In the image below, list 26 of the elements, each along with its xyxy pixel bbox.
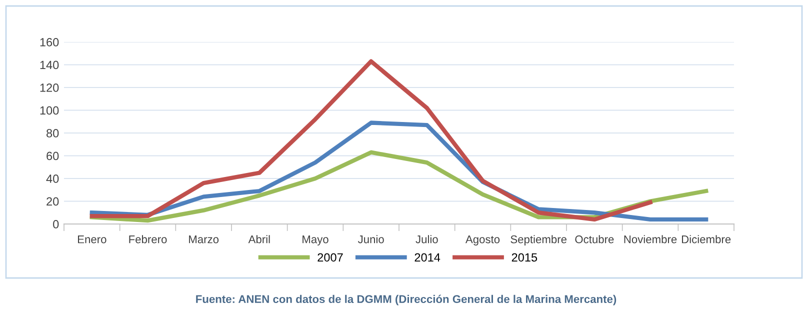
y-tick-label: 0 [53, 220, 59, 228]
y-tick-label: 40 [46, 174, 59, 183]
x-tick-label: Abril [248, 235, 270, 244]
x-tick-label: Febrero [129, 235, 167, 244]
x-tick-label: Julio [416, 235, 438, 244]
legend-label: 2014 [414, 253, 440, 262]
x-tick-label: Agosto [465, 236, 500, 246]
source-note: Fuente: ANEN con datos de la DGMM (Dirección General de la Marina Mercante) [196, 294, 616, 306]
x-tick-label: Septiembre [510, 235, 566, 246]
y-tick-label: 100 [40, 106, 59, 115]
y-tick-label: 80 [46, 129, 59, 138]
x-tick-label: Enero [78, 236, 106, 244]
legend-label: 2015 [512, 253, 538, 262]
x-tick-label: Marzo [189, 236, 219, 244]
x-tick-label: Mayo [302, 236, 328, 246]
y-tick-label: 120 [40, 84, 59, 92]
y-tick-label: 20 [46, 197, 59, 206]
y-tick-label: 140 [40, 60, 59, 70]
y-tick-label: 60 [46, 152, 59, 160]
line-series [90, 59, 652, 222]
legend-label: 2007 [318, 253, 343, 262]
x-tick-label: Octubre [575, 235, 614, 244]
x-tick-label: Diciembre [682, 235, 731, 244]
y-tick-label: 160 [40, 38, 59, 46]
x-tick-label: Noviembre [624, 235, 677, 244]
x-tick-label: Junio [358, 235, 384, 244]
